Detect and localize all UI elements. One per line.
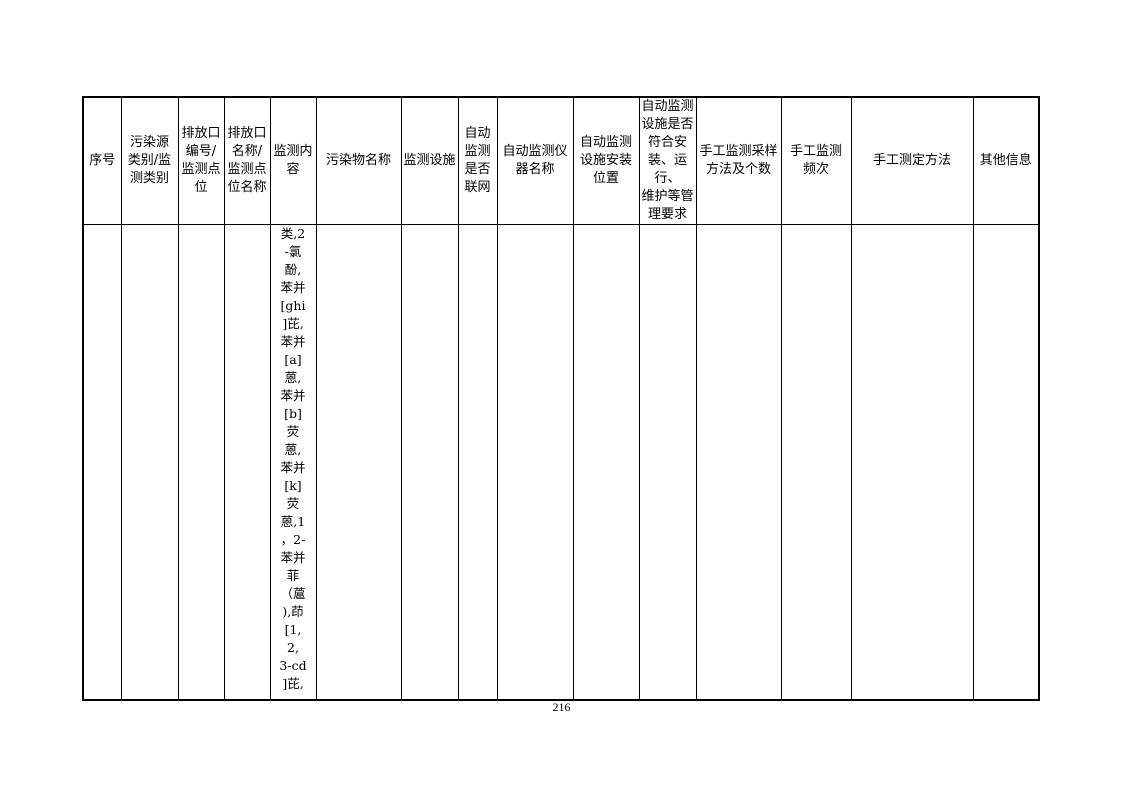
content-line: 蒽,	[284, 370, 302, 385]
content-line: 菲	[286, 568, 300, 583]
cell-networked	[457, 224, 498, 701]
column-header-line: 联网	[464, 180, 491, 195]
column-header-line: 排放口	[181, 126, 221, 141]
column-header-line: 装、运行、	[647, 153, 687, 186]
content-line: [b]	[284, 406, 302, 421]
column-header-line: 符合安	[647, 135, 687, 150]
column-header-line: 器名称	[515, 162, 555, 177]
content-line: 苯并	[280, 388, 306, 403]
column-header: 污染物名称	[315, 96, 402, 225]
column-header: 其他信息	[972, 96, 1040, 225]
content-line: -氯	[284, 244, 302, 259]
content-line: [k]	[284, 478, 302, 493]
cell-outlet-name	[223, 224, 271, 701]
cell-install-location	[572, 224, 640, 701]
column-header-line: 污染源	[129, 135, 169, 150]
column-header-line: 名称/	[231, 144, 263, 159]
column-header-line: 测类别	[129, 171, 169, 186]
cell-instrument	[496, 224, 574, 701]
column-header: 自动 监测 是否 联网	[457, 96, 498, 225]
monitoring-table: 序号 污染源 类别/监 测类别 排放口 编号/监测点位排放口 名称/监测点 位名称 监测内容污染…	[82, 96, 1040, 701]
content-line: 蒽,	[284, 442, 302, 457]
column-header: 污染源类别/监测类别	[120, 96, 179, 225]
table-row: 类,2 -氯 酚, 苯并 [ghi]芘, 苯并 [a] 蒽, 苯并 [b] 荧蒽, 苯并 [k] 荧蒽,1…	[82, 224, 1040, 701]
column-header-line: 位名称	[227, 180, 267, 195]
cell-pollutant	[315, 224, 402, 701]
column-header: 监测设施	[400, 96, 459, 225]
column-header-line: 是否	[464, 162, 491, 177]
column-header: 监测内容	[269, 96, 317, 225]
column-header-line: 方法及个数	[705, 162, 771, 177]
column-header-line: 污染物名称	[325, 153, 391, 168]
column-header-line: 手工监测采样	[699, 144, 778, 159]
column-header-line: 频次	[802, 162, 829, 177]
content-line: [1,	[284, 622, 302, 637]
column-header-line: 设施是否	[641, 117, 694, 132]
column-header: 自动监测仪 器名称	[496, 96, 574, 225]
cell-manual-frequency	[780, 224, 852, 701]
content-line: 荧	[286, 496, 300, 511]
column-header-line: 其他信息	[979, 153, 1032, 168]
column-header: 排放口编号/监测点位	[177, 96, 225, 225]
cell-source-type	[120, 224, 179, 701]
column-header-line: 自动监测仪	[502, 144, 568, 159]
column-header: 自动监测设施安装位置	[572, 96, 640, 225]
column-header-line: 排放口	[227, 126, 267, 141]
content-line: 苯并	[280, 334, 306, 349]
content-line: ]芘,	[282, 676, 304, 691]
cell-compliance	[638, 224, 697, 701]
content-line: ，2-	[280, 532, 306, 547]
content-line: [ghi	[280, 298, 306, 313]
column-header-line: 维护等管	[641, 189, 694, 204]
content-line: [a]	[284, 352, 302, 367]
column-header: 手工监测 频次	[780, 96, 852, 225]
column-header-line: 容	[286, 162, 300, 177]
column-header-line: 监测内	[273, 144, 313, 159]
content-line: ),茚	[282, 604, 304, 619]
column-header-line: 位	[194, 180, 208, 195]
column-header-line: 编号/	[185, 144, 217, 159]
column-header-line: 监测点	[227, 162, 267, 177]
cell-outlet-id	[177, 224, 225, 701]
column-header-line: 设施安装	[579, 153, 632, 168]
column-header-line: 自动	[464, 126, 491, 141]
content-line: ]芘,	[282, 316, 304, 331]
column-header-line: 监测	[464, 144, 491, 159]
header-row: 序号 污染源 类别/监 测类别 排放口 编号/监测点位排放口 名称/监测点 位名称 监测内容污染…	[82, 96, 1040, 225]
content-line: 苯并	[280, 460, 306, 475]
content-line: 蒽,1	[280, 514, 306, 529]
page-number: 216	[552, 700, 571, 714]
column-header-line: 手工监测	[789, 144, 842, 159]
column-header-line: 监测点	[181, 162, 221, 177]
column-header-line: 自动监测	[579, 135, 632, 150]
column-header-line: 手工测定方法	[872, 153, 951, 168]
content-line: 2,	[287, 640, 299, 655]
content-line: 荧	[286, 424, 300, 439]
column-header: 序号	[82, 96, 122, 225]
cell-other	[972, 224, 1040, 701]
column-header: 排放口名称/监测点位名称	[223, 96, 271, 225]
column-header-line: 理要求	[647, 207, 687, 222]
column-header: 手工监测采样 方法及个数	[695, 96, 782, 225]
content-line: 苯并	[280, 280, 306, 295]
content-line: 类,2	[280, 226, 306, 241]
content-line: 苯并	[280, 550, 306, 565]
column-header-line: 位置	[592, 171, 619, 186]
content-line: 酚,	[284, 262, 302, 277]
cell-manual-sampling	[695, 224, 782, 701]
content-line: （蔰	[280, 586, 306, 601]
cell-manual-method	[850, 224, 974, 701]
column-header-line: 序号	[89, 153, 116, 168]
column-header-line: 监测设施	[403, 153, 456, 168]
content-line: 3-cd	[279, 658, 307, 673]
column-header-line: 自动监测	[641, 99, 694, 114]
cell-monitoring-content: 类,2 -氯 酚, 苯并 [ghi]芘, 苯并 [a] 蒽, 苯并 [b] 荧蒽, 苯并 [k] 荧蒽,1…	[269, 224, 317, 701]
column-header-line: 类别/监	[127, 153, 172, 168]
column-header: 手工测定方法	[850, 96, 974, 225]
column-header: 自动监测设施是否符合安装、运行、维护等管理要求	[638, 96, 697, 225]
cell-index	[82, 224, 122, 701]
cell-facility	[400, 224, 459, 701]
